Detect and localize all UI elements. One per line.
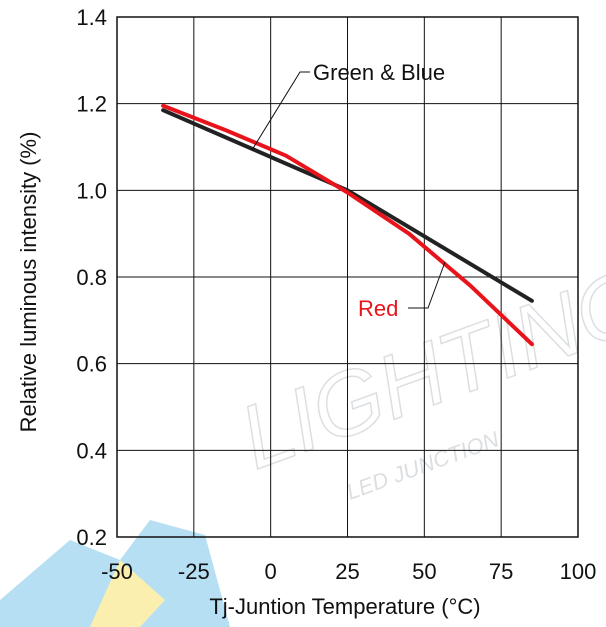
y-tick-label: 1.0 [76,178,107,203]
watermark-text: LIGHTING [228,249,606,488]
x-tick-label: 50 [412,559,436,584]
x-tick-label: -25 [178,559,210,584]
x-tick-label: -50 [101,559,133,584]
annotation-red: Red [358,261,446,321]
grid [116,16,579,538]
x-tick-label: 75 [489,559,513,584]
y-tick-labels: 0.2 0.4 0.6 0.8 1.0 1.2 1.4 [76,5,107,550]
annotation-green-blue-leader [251,71,310,151]
plot-frame [116,16,579,538]
y-tick-label: 1.2 [76,92,107,117]
y-tick-label: 0.6 [76,352,107,377]
series-lines [161,103,534,347]
y-tick-label: 0.4 [76,438,107,463]
x-tick-label: 25 [335,559,359,584]
y-tick-label: 0.2 [76,525,107,550]
x-axis-label: Tj-Juntion Temperature (°C) [209,594,480,619]
series-line-red [161,103,534,347]
annotation-red-label: Red [358,296,398,321]
annotation-green-blue-label: Green & Blue [313,60,445,85]
y-tick-label: 1.4 [76,5,107,30]
annotation-red-leader [408,261,446,309]
y-tick-label: 0.8 [76,265,107,290]
x-tick-labels: -50 -25 0 25 50 75 100 [101,559,596,584]
y-axis-label: Relative luminous intensity (%) [16,132,41,433]
x-tick-label: 100 [560,559,597,584]
annotation-green-blue: Green & Blue [251,60,445,151]
x-tick-label: 0 [265,559,277,584]
watermark-logo [0,520,230,627]
